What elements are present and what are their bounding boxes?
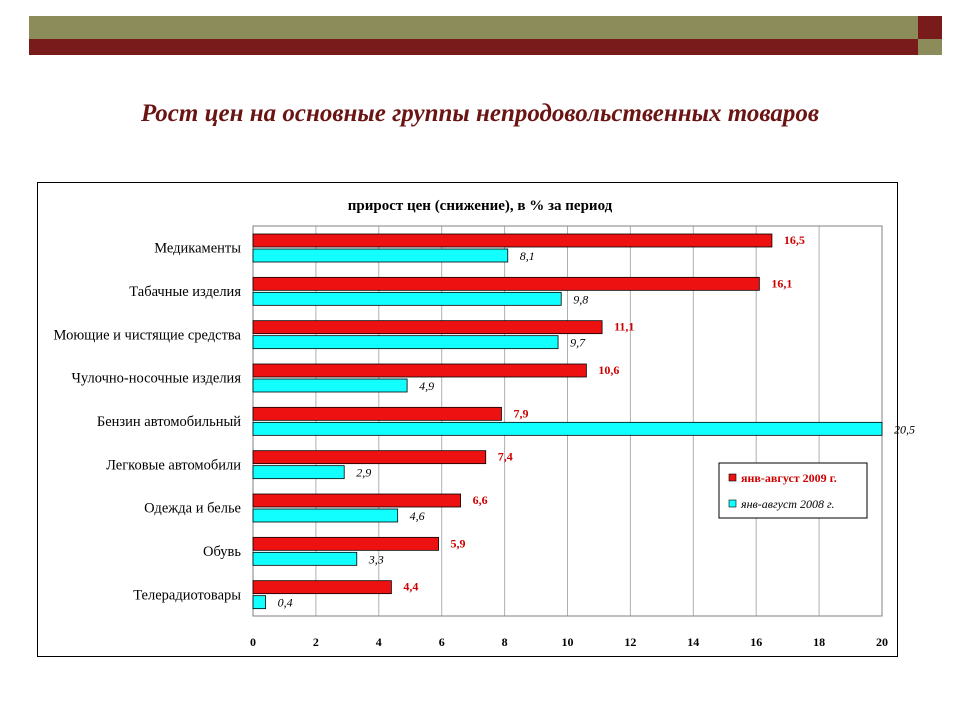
bar-2009 xyxy=(252,276,760,291)
bar-2009 xyxy=(252,493,461,508)
data-label-2009: 7,4 xyxy=(498,450,513,464)
category-label: Моющие и чистящие средства xyxy=(54,327,242,343)
bar-2009 xyxy=(252,406,502,421)
data-label-2009: 10,6 xyxy=(598,363,619,377)
decor-square-red xyxy=(918,16,942,39)
bar-2009 xyxy=(252,363,587,378)
category-label: Телерадиотовары xyxy=(133,587,241,603)
data-label-2008: 4,6 xyxy=(410,509,425,523)
bar-2008 xyxy=(252,465,345,480)
legend-label-2008: янв-август 2008 г. xyxy=(740,497,834,511)
slide-title: Рост цен на основные группы непродовольс… xyxy=(140,100,820,127)
bar-2008 xyxy=(252,291,562,306)
category-label: Медикаменты xyxy=(154,241,241,257)
legend-swatch-2008 xyxy=(728,499,737,508)
decor-band-olive xyxy=(29,16,918,39)
legend-swatch-2009 xyxy=(728,473,737,482)
x-tick-label: 10 xyxy=(562,635,574,649)
grid-lines xyxy=(315,226,820,616)
data-label-2008: 9,7 xyxy=(570,336,586,350)
data-label-2008: 8,1 xyxy=(520,249,535,263)
decor-band-red xyxy=(29,39,918,55)
bar-2009 xyxy=(252,320,603,335)
bar-2008 xyxy=(252,551,358,566)
x-tick-label: 16 xyxy=(750,635,762,649)
x-tick-label: 8 xyxy=(502,635,508,649)
data-label-2008: 9,8 xyxy=(573,292,588,306)
category-label: Легковые автомобили xyxy=(106,457,241,473)
x-tick-label: 2 xyxy=(313,635,319,649)
data-label-2008: 0,4 xyxy=(278,596,293,610)
category-label: Одежда и белье xyxy=(144,501,241,517)
data-label-2008: 4,9 xyxy=(419,379,434,393)
x-tick-label: 0 xyxy=(250,635,256,649)
decor-square-olive xyxy=(918,39,942,55)
legend: янв-август 2009 г. янв-август 2008 г. xyxy=(718,462,868,519)
bar-2009 xyxy=(252,233,773,248)
category-label: Табачные изделия xyxy=(129,284,241,300)
legend-box xyxy=(718,462,868,519)
data-label-2009: 6,6 xyxy=(473,493,488,507)
data-label-2009: 16,5 xyxy=(784,233,805,247)
bar-2009 xyxy=(252,580,392,595)
bar-2008 xyxy=(252,595,266,610)
category-labels: Медикаменты Табачные изделия Моющие и чист… xyxy=(54,241,242,604)
data-label-2008: 20,5 xyxy=(894,422,915,436)
x-tick-label: 12 xyxy=(624,635,636,649)
data-label-2008: 2,9 xyxy=(356,466,371,480)
x-tick-label: 14 xyxy=(687,635,699,649)
chart-title: прирост цен (снижение), в % за период xyxy=(348,198,613,214)
bar-2008 xyxy=(252,421,883,436)
bar-2008 xyxy=(252,248,509,263)
bar-2008 xyxy=(252,378,408,393)
bars-group: 16,5 8,1 16,1 9,8 11,1 9,7 10,6 4,9 7,9 20,5 7,4 2,… xyxy=(252,233,915,610)
plot-area xyxy=(252,225,883,617)
x-tick-label: 4 xyxy=(376,635,382,649)
bar-2008 xyxy=(252,335,559,350)
category-label: Обувь xyxy=(203,544,241,560)
data-label-2009: 16,1 xyxy=(771,276,792,290)
bar-2009 xyxy=(252,450,487,465)
x-tick-label: 6 xyxy=(439,635,445,649)
data-label-2009: 4,4 xyxy=(403,580,418,594)
data-label-2009: 7,9 xyxy=(513,406,528,420)
data-label-2009: 5,9 xyxy=(451,536,466,550)
x-tick-label: 20 xyxy=(876,635,888,649)
x-axis-ticks: 0 2 4 6 8 10 12 14 16 18 20 xyxy=(250,635,888,649)
bar-2009 xyxy=(252,536,439,551)
x-tick-label: 18 xyxy=(813,635,825,649)
category-label: Чулочно-носочные изделия xyxy=(71,371,241,387)
data-label-2009: 11,1 xyxy=(614,320,634,334)
legend-label-2009: янв-август 2009 г. xyxy=(741,471,837,485)
data-label-2008: 3,3 xyxy=(368,552,384,566)
bar-2008 xyxy=(252,508,399,523)
category-label: Бензин автомобильный xyxy=(97,414,241,430)
